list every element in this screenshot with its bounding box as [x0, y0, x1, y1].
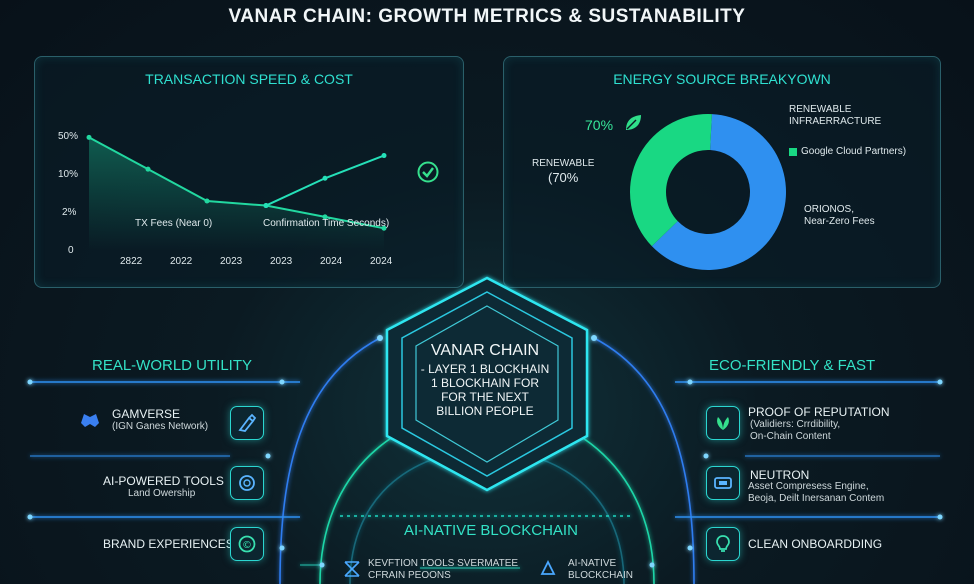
series-0-point-5	[381, 225, 387, 231]
gamverse-label: GAMVERSE	[112, 407, 181, 421]
donut-slice-1	[630, 114, 712, 247]
tools-grid-icon	[344, 561, 360, 577]
orionos-label: ORIONOS,	[804, 204, 855, 215]
y-tick-2: 2%	[62, 207, 77, 218]
checkmark-icon	[417, 161, 439, 183]
energy-donut-chart	[630, 114, 786, 271]
x-tick-6: 2024	[370, 256, 393, 267]
ai-native-icon	[540, 559, 556, 575]
gamepad-icon	[81, 414, 99, 427]
renewable-left-pct: (70%	[548, 170, 579, 185]
infrastructure-label: INFRAERRACTURE	[789, 116, 882, 127]
neutron-icon	[706, 466, 740, 500]
y-tick-0: 0	[68, 245, 74, 256]
x-tick-1: 2822	[120, 256, 143, 267]
energy-panel-title: ENERGY SOURCE BREAKYOWN	[613, 71, 831, 87]
series-0-point-0	[86, 134, 92, 140]
x-tick-4: 2023	[270, 256, 293, 267]
center-line-4: FOR THE NEXT	[441, 390, 529, 404]
donut-slice-0	[651, 114, 786, 271]
neutron-sub-1: Asset Compresess Engine,	[748, 481, 869, 492]
neutron-label: NEUTRON	[750, 468, 810, 482]
series-0-point-1	[145, 166, 151, 172]
tools-icon	[230, 406, 264, 440]
ai-tools-label: AI-POWERED TOOLS	[103, 474, 224, 488]
reputation-sub-2: On-Chain Content	[750, 431, 831, 442]
speed-panel-title: TRANSACTION SPEED & COST	[145, 71, 353, 87]
renewable-right-label: RENEWABLE	[789, 104, 852, 115]
bottom-right-line-1: AI-NATIVE	[568, 558, 617, 569]
lightbulb-icon	[706, 527, 740, 561]
eco-friendly-header: ECO-FRIENDLY & FAST	[709, 357, 876, 374]
center-line-3: 1 BLOCKHAIN FOR	[430, 376, 540, 390]
center-line-1: VANAR CHAIN	[430, 342, 540, 359]
center-text: VANAR CHAIN - LAYER 1 BLOCKHAIN 1 BLOCKH…	[405, 342, 565, 418]
proof-of-reputation-label: PROOF OF REPUTATION	[748, 405, 890, 419]
center-line-2: - LAYER 1 BLOCKHAIN	[420, 362, 550, 376]
legend-swatch	[789, 148, 797, 156]
center-hexagon	[385, 276, 589, 492]
page-title: VANAR CHAIN: GROWTH METRICS & SUSTANABIL…	[228, 6, 746, 27]
brand-experiences-label: BRAND EXPERIENCES	[103, 537, 234, 551]
real-world-utility-header: REAL-WORLD UTILITY	[92, 357, 253, 374]
near-zero-fees-label: Near-Zero Fees	[804, 216, 875, 227]
pct-top-label: 70%	[585, 117, 614, 133]
x-tick-2: 2022	[170, 256, 193, 267]
series-0-point-4	[322, 214, 328, 220]
bottom-right-line-2: BLOCKCHAIN	[568, 570, 634, 581]
reputation-sub-1: (Validiers: Crrdibility,	[750, 419, 841, 430]
series-0-point-2	[204, 198, 210, 204]
brand-icon: ©	[230, 527, 264, 561]
series-line-0	[88, 136, 385, 230]
ai-tools-sub: Land Owership	[128, 488, 196, 499]
reputation-icon	[706, 406, 740, 440]
ai-native-header: AI-NATIVE BLOCKCHAIN	[404, 522, 578, 539]
gamverse-sub: (IGN Ganes Network)	[112, 421, 209, 432]
renewable-left-label: RENEWABLE	[532, 158, 595, 169]
x-tick-3: 2023	[220, 256, 243, 267]
series-1-point-0	[263, 203, 269, 209]
center-line-5: BILLION PEOPLE	[436, 404, 534, 418]
google-cloud-legend: Google Cloud Partners)	[801, 146, 907, 157]
speed-chart	[86, 134, 387, 251]
leaf-icon	[626, 115, 641, 130]
fees-area	[89, 137, 384, 251]
y-tick-50: 50%	[58, 131, 79, 142]
ai-chip-icon	[230, 466, 264, 500]
series-1-point-2	[381, 153, 387, 159]
bottom-left-line-2: CFRAIN PEOONS	[368, 570, 451, 581]
confirm-series-label: Confirmation Time Seconds)	[263, 218, 390, 229]
svg-text:©: ©	[242, 540, 252, 551]
series-1-point-1	[322, 175, 328, 181]
bottom-left-line-1: KEVFTION TOOLS SVERMATEE	[368, 558, 519, 569]
y-tick-10: 10%	[58, 169, 79, 180]
clean-onboarding-label: CLEAN ONBOARDDING	[748, 537, 883, 551]
x-tick-5: 2024	[320, 256, 343, 267]
fees-series-label: TX Fees (Near 0)	[135, 218, 213, 229]
neutron-sub-2: Beoja, Deilt Inersanan Contem	[748, 493, 885, 504]
